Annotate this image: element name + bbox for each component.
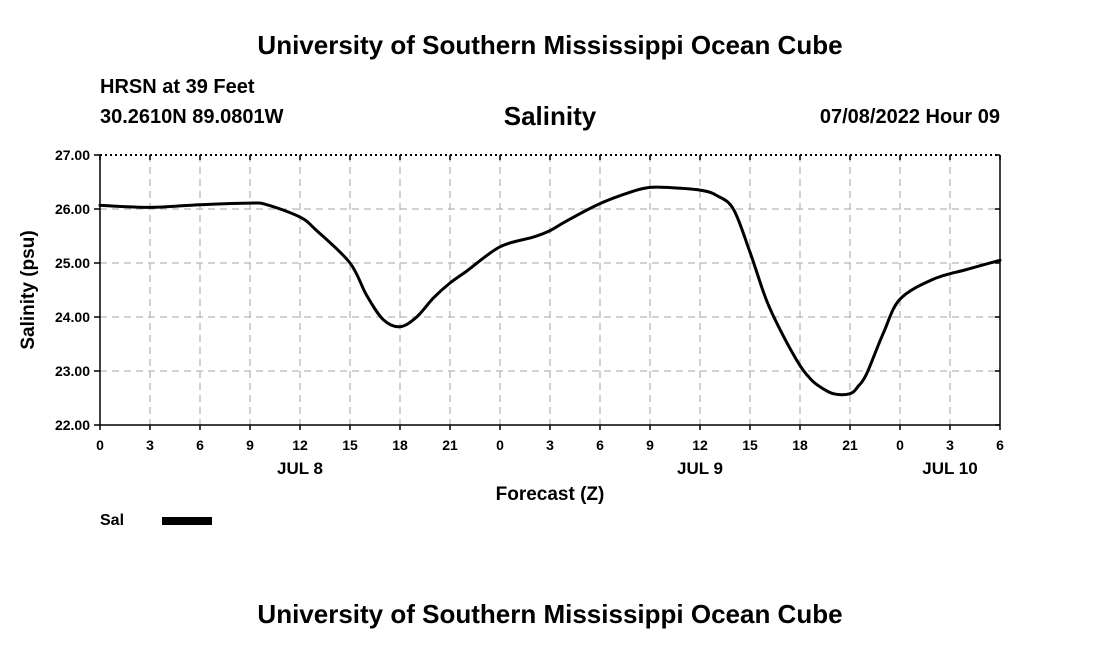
chart-header-title: University of Southern Mississippi Ocean… bbox=[257, 30, 843, 60]
y-tick-label: 26.00 bbox=[55, 201, 90, 217]
x-tick-label: 3 bbox=[946, 437, 954, 453]
x-tick-label: 12 bbox=[692, 437, 708, 453]
station-name: HRSN at 39 Feet bbox=[100, 76, 255, 98]
footer-title: University of Southern Mississippi Ocean… bbox=[257, 599, 843, 629]
series-line-sal bbox=[98, 185, 1002, 397]
x-tick-label: 15 bbox=[342, 437, 358, 453]
x-tick-label: 0 bbox=[96, 437, 104, 453]
forecast-timestamp: 07/08/2022 Hour 09 bbox=[819, 106, 1000, 128]
station-coordinates: 30.2610N 89.0801W bbox=[100, 106, 284, 128]
x-day-label: JUL 8 bbox=[277, 459, 323, 478]
x-tick-label: 0 bbox=[896, 437, 904, 453]
x-tick-label: 6 bbox=[596, 437, 604, 453]
y-tick-label: 22.00 bbox=[55, 417, 90, 433]
x-tick-label: 3 bbox=[146, 437, 154, 453]
y-axis-ticks: 22.00 23.00 24.00 25.00 26.00 27.00 bbox=[55, 147, 1000, 433]
x-axis-label: Forecast (Z) bbox=[496, 484, 605, 505]
series-lines bbox=[98, 185, 1002, 397]
grid-lines bbox=[100, 155, 1000, 425]
x-tick-label: 6 bbox=[996, 437, 1004, 453]
legend-label: Sal bbox=[100, 512, 124, 529]
y-tick-label: 25.00 bbox=[55, 255, 90, 271]
y-axis-label: Salinity (psu) bbox=[18, 230, 39, 349]
x-tick-label: 18 bbox=[792, 437, 808, 453]
x-day-label: JUL 10 bbox=[922, 459, 977, 478]
x-tick-label: 15 bbox=[742, 437, 758, 453]
y-tick-label: 24.00 bbox=[55, 309, 90, 325]
x-axis-day-labels: JUL 8 JUL 9 JUL 10 bbox=[277, 459, 978, 478]
x-tick-label: 9 bbox=[246, 437, 254, 453]
y-tick-label: 23.00 bbox=[55, 363, 90, 379]
y-tick-label: 27.00 bbox=[55, 147, 90, 163]
x-tick-label: 3 bbox=[546, 437, 554, 453]
x-tick-label: 18 bbox=[392, 437, 408, 453]
legend: Sal bbox=[100, 512, 212, 529]
x-tick-label: 21 bbox=[442, 437, 458, 453]
x-tick-label: 0 bbox=[496, 437, 504, 453]
x-day-label: JUL 9 bbox=[677, 459, 723, 478]
x-tick-label: 6 bbox=[196, 437, 204, 453]
x-tick-label: 9 bbox=[646, 437, 654, 453]
chart-parameter-title: Salinity bbox=[503, 101, 597, 131]
x-axis-ticks: 0 3 6 9 12 15 18 21 0 3 6 9 12 15 18 21 0 3 6 bbox=[96, 155, 1004, 453]
x-tick-label: 12 bbox=[292, 437, 308, 453]
x-tick-label: 21 bbox=[842, 437, 858, 453]
